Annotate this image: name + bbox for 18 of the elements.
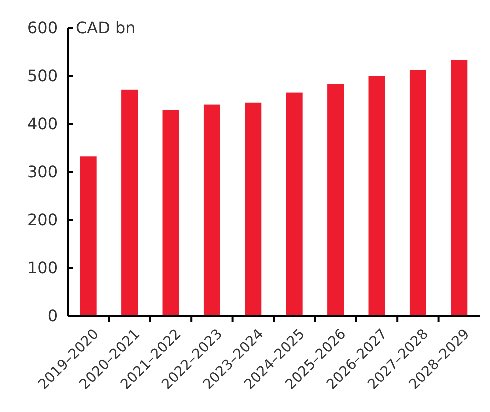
y-tick-label: 600 <box>27 18 58 38</box>
bar <box>245 102 262 316</box>
y-axis-title: CAD bn <box>76 18 136 38</box>
bar <box>162 110 180 316</box>
bar <box>410 70 426 316</box>
y-tick-label: 400 <box>27 114 58 134</box>
y-tick-label: 0 <box>48 306 58 326</box>
bar <box>80 156 97 316</box>
y-tick-label: 100 <box>27 258 58 278</box>
bar <box>328 84 344 316</box>
y-tick-label: 500 <box>27 66 58 86</box>
bar <box>451 60 468 316</box>
bar <box>286 92 303 316</box>
y-tick-label: 200 <box>27 210 58 230</box>
y-tick-label: 300 <box>27 162 58 182</box>
bar <box>122 90 138 316</box>
bar <box>368 76 386 316</box>
bar <box>204 104 220 316</box>
